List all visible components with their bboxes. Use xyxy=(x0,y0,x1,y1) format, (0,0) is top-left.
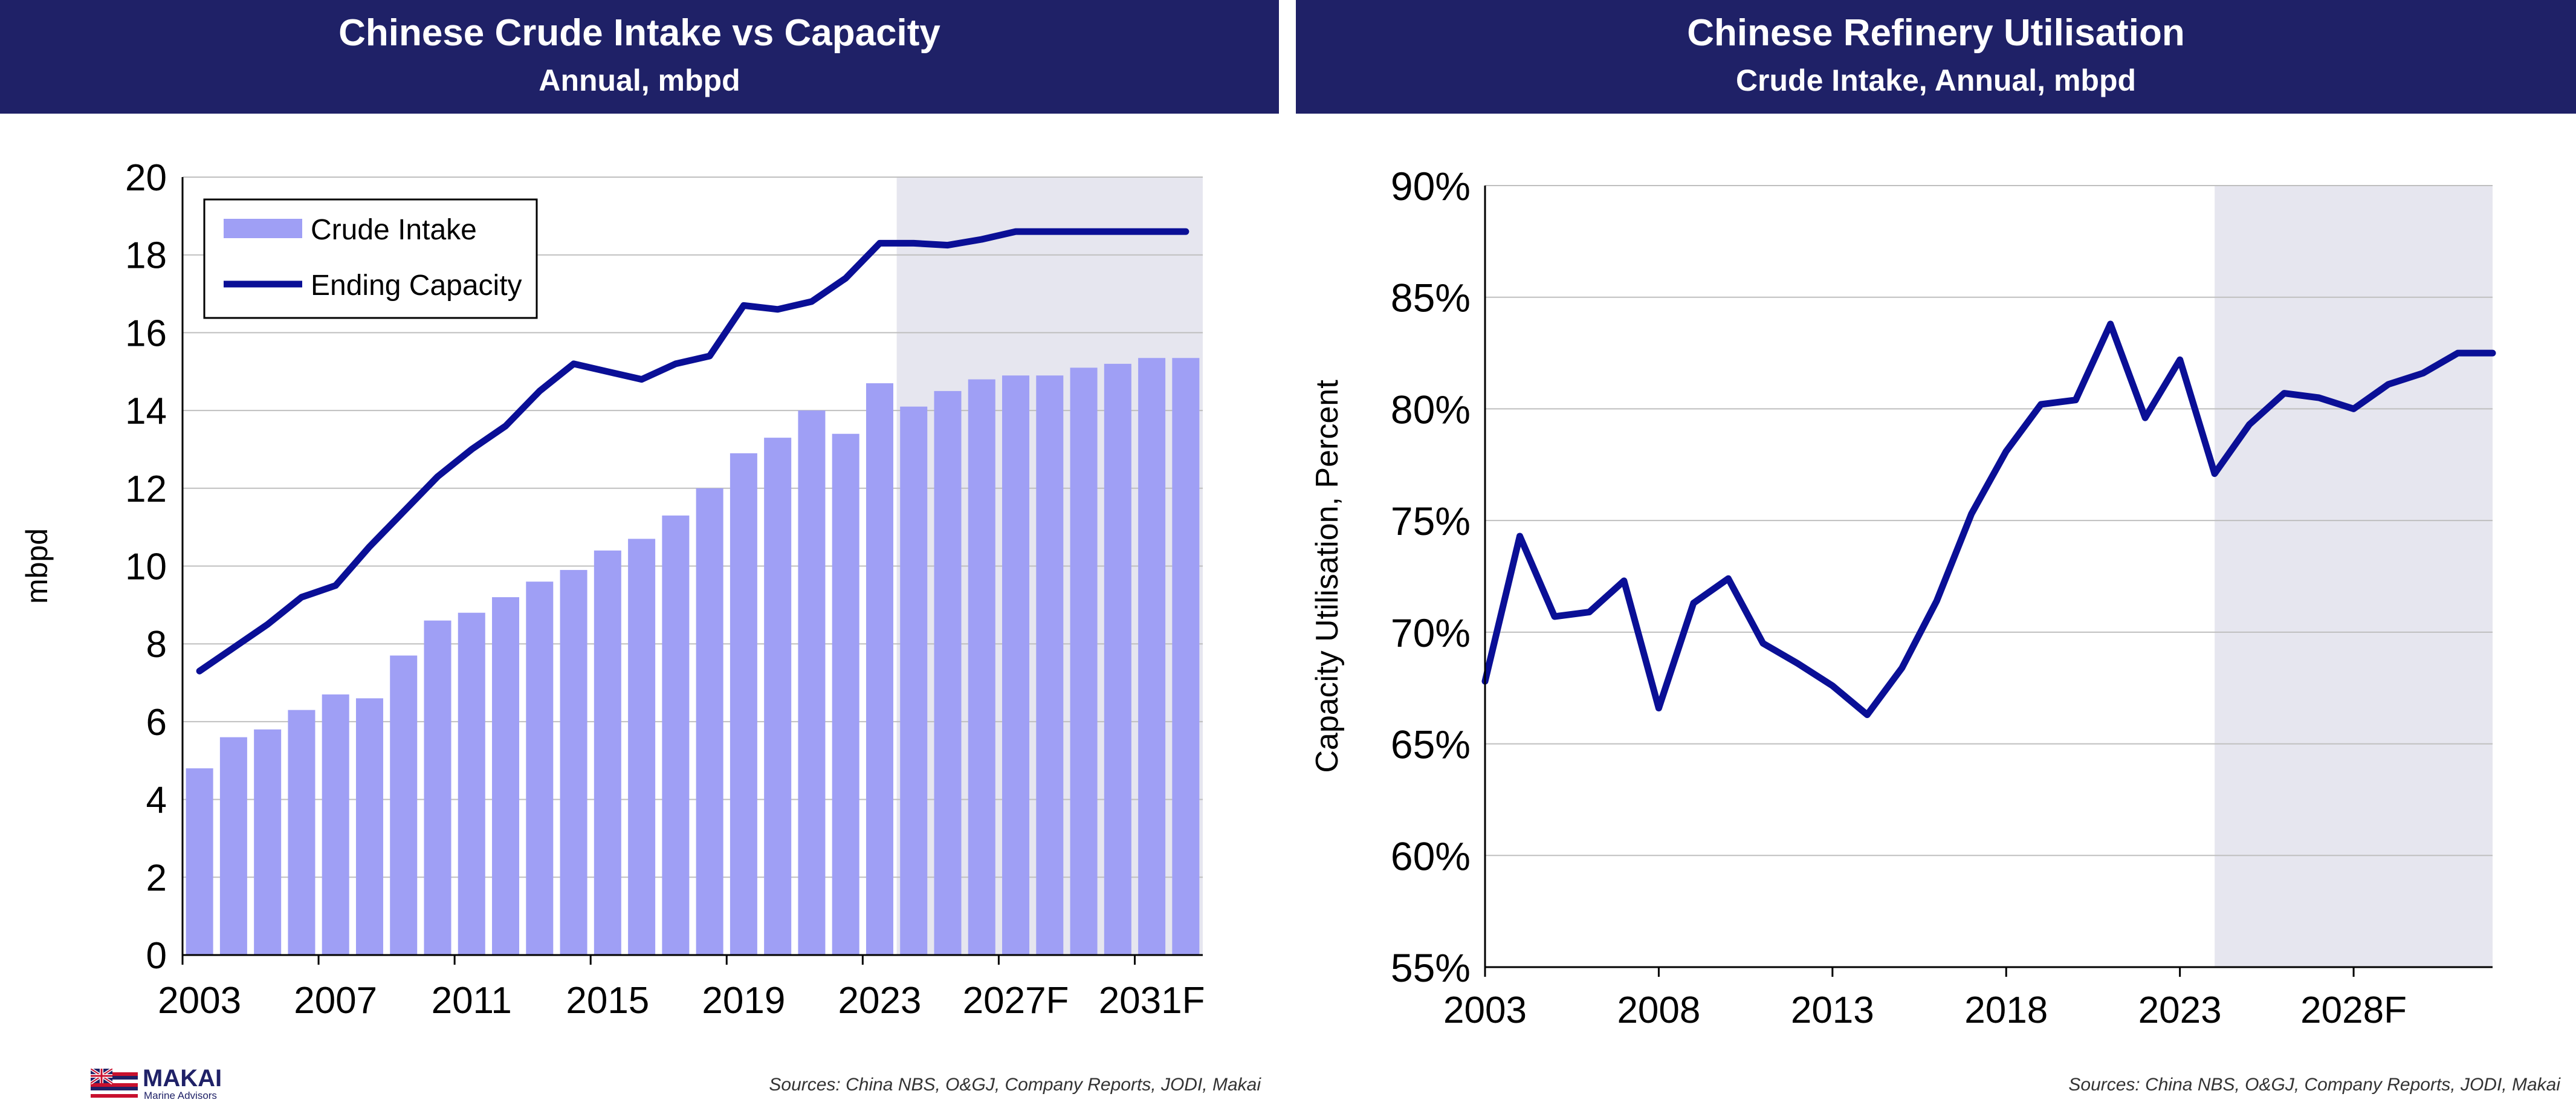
left-bar-crude-intake xyxy=(900,406,928,955)
right-chart-title: Chinese Refinery Utilisation xyxy=(1687,12,2185,54)
right-y-axis-label: Capacity Utilisation, Percent xyxy=(1310,380,1345,773)
left-x-tick-label: 2019 xyxy=(702,980,785,1022)
left-x-tick-label: 2007 xyxy=(294,980,377,1022)
left-bar-crude-intake xyxy=(219,737,247,955)
left-bar-crude-intake xyxy=(628,539,656,955)
left-bar-crude-intake xyxy=(968,379,995,955)
charts-canvas: 0 2 4 6 8 10 12 14 16 18 20 2003 2007 2011 2015 2019 202… xyxy=(20,157,2496,1031)
left-chart-header: Chinese Crude Intake vs Capacity Annual,… xyxy=(0,0,1279,114)
right-y-tick-label: 65% xyxy=(1391,722,1471,767)
right-chart-subtitle: Crude Intake, Annual, mbpd xyxy=(1735,63,2137,97)
left-line-ending-capacity xyxy=(196,228,1189,675)
left-y-tick-label: 20 xyxy=(125,157,167,199)
left-bar-crude-intake xyxy=(1172,358,1200,955)
left-bar-crude-intake xyxy=(1002,375,1030,955)
left-x-tick-label: 2027F xyxy=(963,980,1069,1022)
left-x-tick-label: 2031F xyxy=(1099,980,1205,1022)
right-x-tick-label: 2018 xyxy=(1964,989,2048,1031)
left-bar-crude-intake xyxy=(1138,358,1166,955)
legend-swatch-crude-intake xyxy=(224,219,302,238)
left-bar-crude-intake xyxy=(1036,375,1064,955)
left-y-tick-label: 12 xyxy=(125,468,167,510)
left-bar-crude-intake xyxy=(526,581,554,955)
right-chart-header: Chinese Refinery Utilisation Crude Intak… xyxy=(1296,0,2576,114)
left-y-tick-label: 4 xyxy=(146,780,167,821)
left-bar-crude-intake xyxy=(322,694,349,955)
left-source-note: Sources: China NBS, O&GJ, Company Report… xyxy=(769,1075,1261,1095)
right-y-tick-label: 75% xyxy=(1391,499,1471,543)
left-chart-subtitle: Annual, mbpd xyxy=(539,63,740,97)
left-y-tick-label: 0 xyxy=(146,935,167,977)
left-y-tick-label: 10 xyxy=(125,546,167,588)
left-y-tick-label: 8 xyxy=(146,624,167,665)
left-bar-crude-intake xyxy=(764,438,792,955)
right-y-tick-label: 85% xyxy=(1391,276,1471,320)
legend-label-ending-capacity: Ending Capacity xyxy=(311,270,522,302)
left-y-axis-label: mbpd xyxy=(20,528,54,604)
right-source-note: Sources: China NBS, O&GJ, Company Report… xyxy=(2068,1075,2560,1095)
right-y-tick-label: 90% xyxy=(1391,164,1471,209)
makai-logo: MAKAI Marine Advisors xyxy=(91,1066,248,1103)
left-y-tick-label: 18 xyxy=(125,235,167,277)
right-x-tick-label: 2028F xyxy=(2300,989,2407,1031)
right-y-tick-label: 55% xyxy=(1391,945,1471,990)
right-line-utilisation xyxy=(1481,320,2496,718)
left-bar-crude-intake xyxy=(390,655,418,955)
left-x-tick-label: 2003 xyxy=(158,980,241,1022)
right-y-tick-label: 60% xyxy=(1391,834,1471,878)
left-x-tick-label: 2015 xyxy=(566,980,649,1022)
left-bar-crude-intake xyxy=(696,488,723,955)
left-bar-crude-intake xyxy=(458,612,485,955)
left-legend: Crude Intake Ending Capacity xyxy=(203,198,538,319)
right-y-tick-label: 70% xyxy=(1391,610,1471,655)
left-y-tick-label: 16 xyxy=(125,313,167,354)
left-bar-crude-intake xyxy=(594,550,621,955)
left-y-tick-label: 2 xyxy=(146,857,167,899)
left-y-tick-label: 6 xyxy=(146,702,167,743)
left-bar-crude-intake xyxy=(730,453,757,955)
right-x-tick-label: 2023 xyxy=(2138,989,2222,1031)
logo-name: MAKAI xyxy=(143,1065,222,1092)
left-bar-crude-intake xyxy=(492,597,520,955)
legend-label-crude-intake: Crude Intake xyxy=(311,214,477,246)
left-bar-crude-intake xyxy=(866,383,893,955)
left-bar-crude-intake xyxy=(832,433,859,955)
left-bar-crude-intake xyxy=(424,620,451,955)
right-chart: 55% 60% 65% 70% 75% 80% 85% 90% 2003 2008 2013 2018… xyxy=(1310,164,2496,1031)
hawaii-flag-icon xyxy=(91,1069,138,1098)
left-bar-crude-intake xyxy=(1104,363,1131,955)
left-x-tick-label: 2011 xyxy=(432,980,512,1022)
left-bar-crude-intake xyxy=(288,710,316,955)
right-x-tick-label: 2013 xyxy=(1791,989,1874,1031)
right-forecast-shade xyxy=(2215,186,2493,967)
right-x-tick-label: 2003 xyxy=(1443,989,1527,1031)
left-bar-crude-intake xyxy=(798,410,826,955)
left-bar-crude-intake xyxy=(662,515,690,955)
left-bar-crude-intake xyxy=(254,729,282,955)
left-x-tick-label: 2023 xyxy=(838,980,921,1022)
right-y-tick-label: 80% xyxy=(1391,387,1471,432)
left-bar-crude-intake xyxy=(934,390,962,955)
left-y-tick-label: 14 xyxy=(125,390,167,432)
right-x-tick-label: 2008 xyxy=(1617,989,1700,1031)
left-chart: 0 2 4 6 8 10 12 14 16 18 20 2003 2007 2011 2015 2019 202… xyxy=(20,157,1205,1022)
left-chart-title: Chinese Crude Intake vs Capacity xyxy=(338,12,940,54)
left-bar-crude-intake xyxy=(560,569,587,955)
left-bar-crude-intake xyxy=(1070,368,1098,955)
logo-tagline: Marine Advisors xyxy=(144,1090,217,1101)
left-bar-crude-intake xyxy=(186,768,213,955)
left-bar-crude-intake xyxy=(355,698,383,955)
